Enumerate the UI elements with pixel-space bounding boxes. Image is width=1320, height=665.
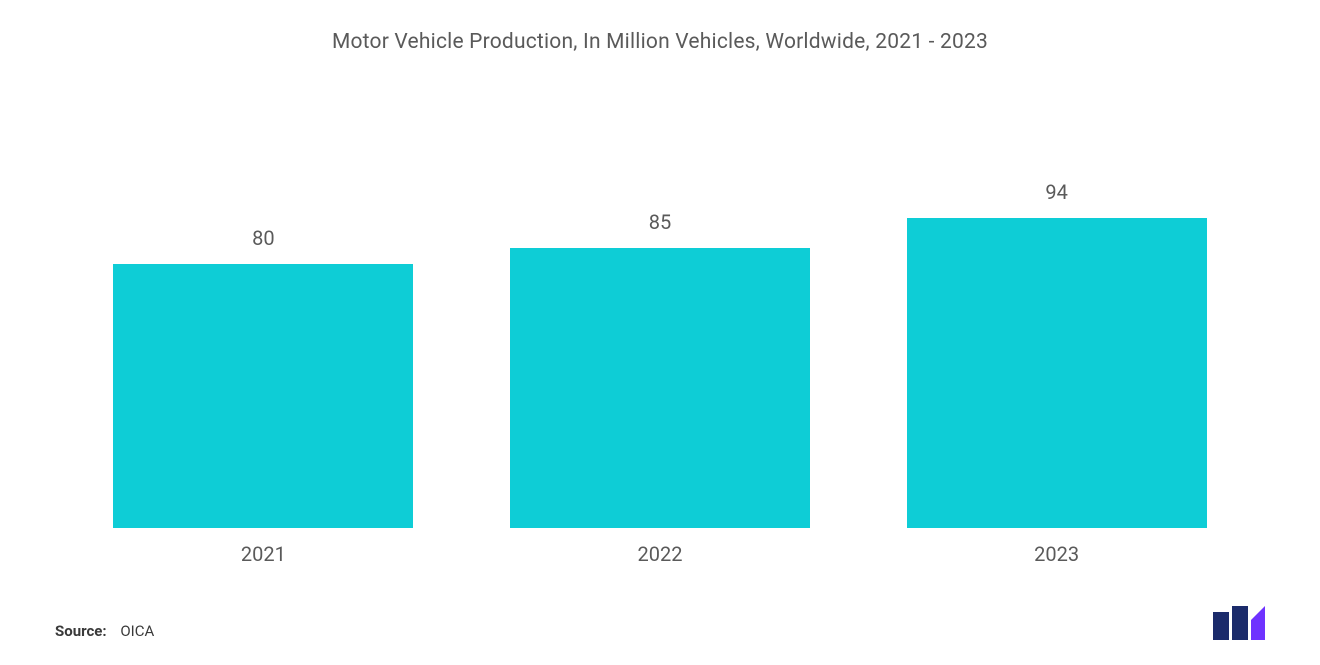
bar-value-label: 80 (252, 226, 274, 250)
bar-group-1: 85 (510, 210, 810, 529)
bar (510, 248, 810, 529)
source-text: OICA (120, 622, 154, 640)
x-label: 2022 (510, 542, 810, 566)
bar-group-2: 94 (907, 180, 1207, 528)
chart-footer: Source: OICA (55, 606, 1265, 640)
plot-area: 80 85 94 (55, 64, 1265, 528)
bar-value-label: 85 (649, 210, 671, 234)
bar-value-label: 94 (1045, 180, 1067, 204)
chart-container: Motor Vehicle Production, In Million Veh… (0, 0, 1320, 665)
brand-logo-icon (1213, 606, 1265, 640)
bar (907, 218, 1207, 528)
chart-title: Motor Vehicle Production, In Million Veh… (55, 30, 1265, 54)
source-label: Source: (55, 622, 107, 640)
bar (113, 264, 413, 528)
source-line: Source: OICA (55, 622, 154, 640)
x-label: 2023 (907, 542, 1207, 566)
bar-group-0: 80 (113, 226, 413, 528)
x-label: 2021 (113, 542, 413, 566)
x-axis-labels: 2021 2022 2023 (55, 528, 1265, 566)
